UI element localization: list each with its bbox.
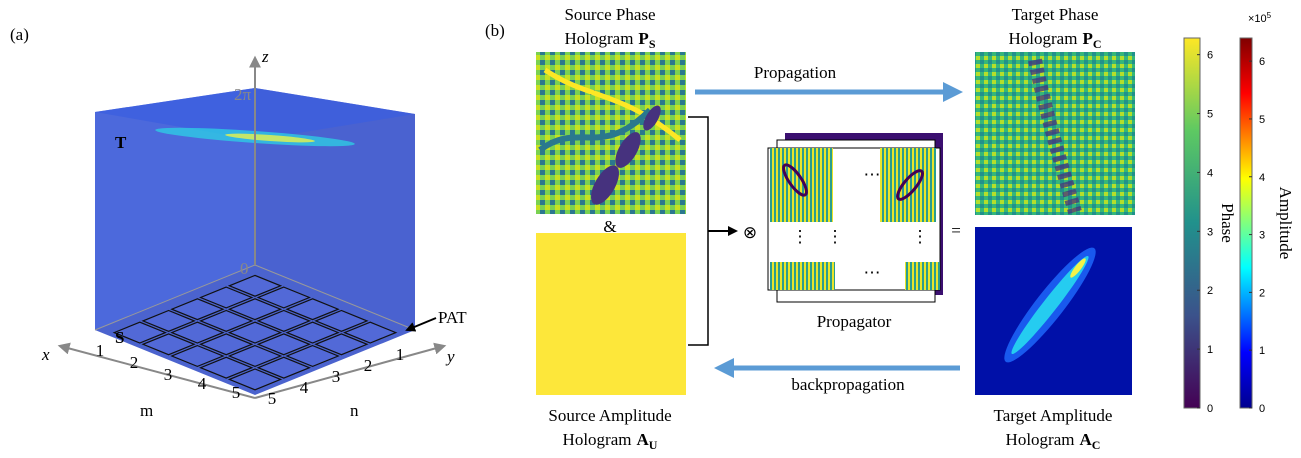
source-phase-image	[536, 52, 686, 214]
colorbar-tick-label: 5	[1207, 109, 1213, 121]
colorbar-tick-label: 2	[1207, 285, 1213, 297]
ellipsis: ⋮	[792, 227, 809, 246]
caption-subscript: C	[1092, 438, 1101, 452]
caption: Source Phase	[564, 5, 655, 24]
colorbar-tick-label: 1	[1207, 344, 1213, 356]
caption: Target Phase	[1012, 5, 1099, 24]
caption-symbol: A	[636, 430, 649, 449]
ellipsis: ⋮	[827, 227, 844, 246]
propagator-label: Propagator	[817, 312, 892, 331]
ellipsis: ⋯	[864, 263, 881, 282]
n-tick-label: 4	[300, 378, 309, 397]
colorbar	[1184, 38, 1200, 408]
caption-text: Hologram	[1006, 430, 1075, 449]
plane-label: T	[115, 133, 127, 152]
caption: Hologram PS	[564, 29, 655, 51]
kernel	[770, 262, 835, 290]
colorbar-label: Amplitude	[1276, 187, 1295, 260]
figure: (a) z x y 2π 0 T S PAT m n (b) Source Ph…	[0, 0, 1301, 458]
target-phase-image	[975, 52, 1135, 215]
caption-text: Hologram	[564, 29, 633, 48]
plane-label: S	[115, 328, 124, 347]
axis-label: y	[445, 347, 455, 366]
caption-subscript: U	[649, 438, 658, 452]
array-label: PAT	[438, 308, 467, 327]
z-top-label: 2π	[234, 85, 252, 104]
m-tick-label: 3	[164, 365, 173, 384]
kernel	[905, 262, 940, 290]
caption-symbol: P	[1082, 29, 1092, 48]
n-tick-label: 1	[396, 345, 405, 364]
caption-text: Hologram	[1009, 29, 1078, 48]
panel-label: (b)	[485, 21, 505, 40]
m-tick-label: 2	[130, 353, 139, 372]
colorbar-tick-label: 2	[1259, 287, 1265, 299]
n-tick-label: 3	[332, 367, 341, 386]
axis-label: z	[261, 47, 269, 66]
colorbar-tick-label: 6	[1207, 50, 1213, 62]
caption: HologramAC	[1006, 430, 1101, 452]
forward-label: Propagation	[754, 63, 837, 82]
ellipsis: ⋯	[864, 165, 881, 184]
axis-label: n	[350, 401, 359, 420]
colorbar-label: Phase	[1218, 203, 1237, 243]
cube	[60, 58, 444, 398]
colorbar-tick-label: 6	[1259, 56, 1265, 68]
colorbar-tick-label: 4	[1207, 167, 1213, 179]
multiplier-base: ×10	[1248, 13, 1267, 25]
n-tick-label: 2	[364, 356, 373, 375]
source-amplitude-image	[536, 233, 686, 395]
kernel	[770, 148, 833, 222]
caption-symbol: P	[638, 29, 648, 48]
m-tick-label: 4	[198, 374, 207, 393]
caption: Source Amplitude	[548, 406, 671, 425]
colorbar-tick-label: 0	[1207, 403, 1213, 415]
propagator-matrix: ⋯ ⋯ ⋮ ⋮ ⋮	[768, 133, 943, 302]
colorbar-tick-label: 1	[1259, 345, 1265, 357]
colorbar-tick-label: 4	[1259, 172, 1265, 184]
bracket	[688, 117, 708, 345]
ellipsis: ⋮	[912, 227, 929, 246]
m-tick-label: 1	[96, 341, 105, 360]
panel-label: (a)	[10, 25, 29, 44]
z-bottom-label: 0	[240, 259, 249, 278]
caption: Target Amplitude	[994, 406, 1113, 425]
multiplier: ×105	[1248, 11, 1272, 25]
m-tick-label: 5	[232, 383, 241, 402]
backward-label: backpropagation	[791, 375, 905, 394]
colorbar-tick-label: 5	[1259, 114, 1265, 126]
n-tick-label: 5	[268, 389, 277, 408]
caption-symbol: A	[1079, 430, 1092, 449]
caption-subscript: C	[1093, 37, 1102, 51]
target-amplitude-image	[975, 227, 1132, 395]
caption-text: Hologram	[563, 430, 632, 449]
axis-label: x	[41, 345, 50, 364]
caption-subscript: S	[649, 37, 656, 51]
axis-label: m	[140, 401, 153, 420]
kernel	[880, 148, 936, 222]
multiplier-exponent: 5	[1267, 11, 1272, 20]
operator: ⊗	[743, 223, 757, 242]
equals: =	[951, 221, 961, 240]
colorbar-tick-label: 3	[1207, 226, 1213, 238]
colorbar-tick-label: 3	[1259, 230, 1265, 242]
colorbar	[1240, 38, 1252, 408]
colorbar-tick-label: 0	[1259, 403, 1265, 415]
